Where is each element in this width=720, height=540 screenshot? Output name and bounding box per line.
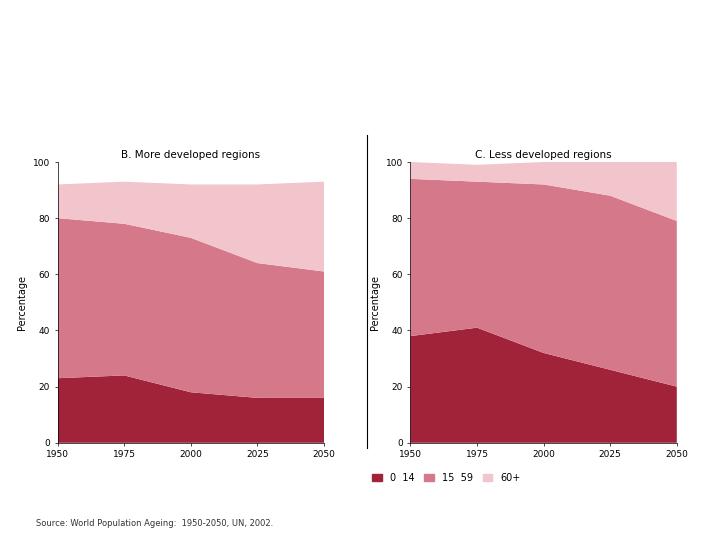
Text: Source: World Population Ageing:  1950-2050, UN, 2002.: Source: World Population Ageing: 1950-20…: [36, 519, 274, 529]
Legend: 0  14, 15  59, 60+: 0 14, 15 59, 60+: [369, 469, 524, 487]
Title: B. More developed regions: B. More developed regions: [121, 150, 261, 160]
Title: C. Less developed regions: C. Less developed regions: [475, 150, 612, 160]
Y-axis label: Percentage: Percentage: [17, 275, 27, 330]
Y-axis label: Percentage: Percentage: [370, 275, 380, 330]
